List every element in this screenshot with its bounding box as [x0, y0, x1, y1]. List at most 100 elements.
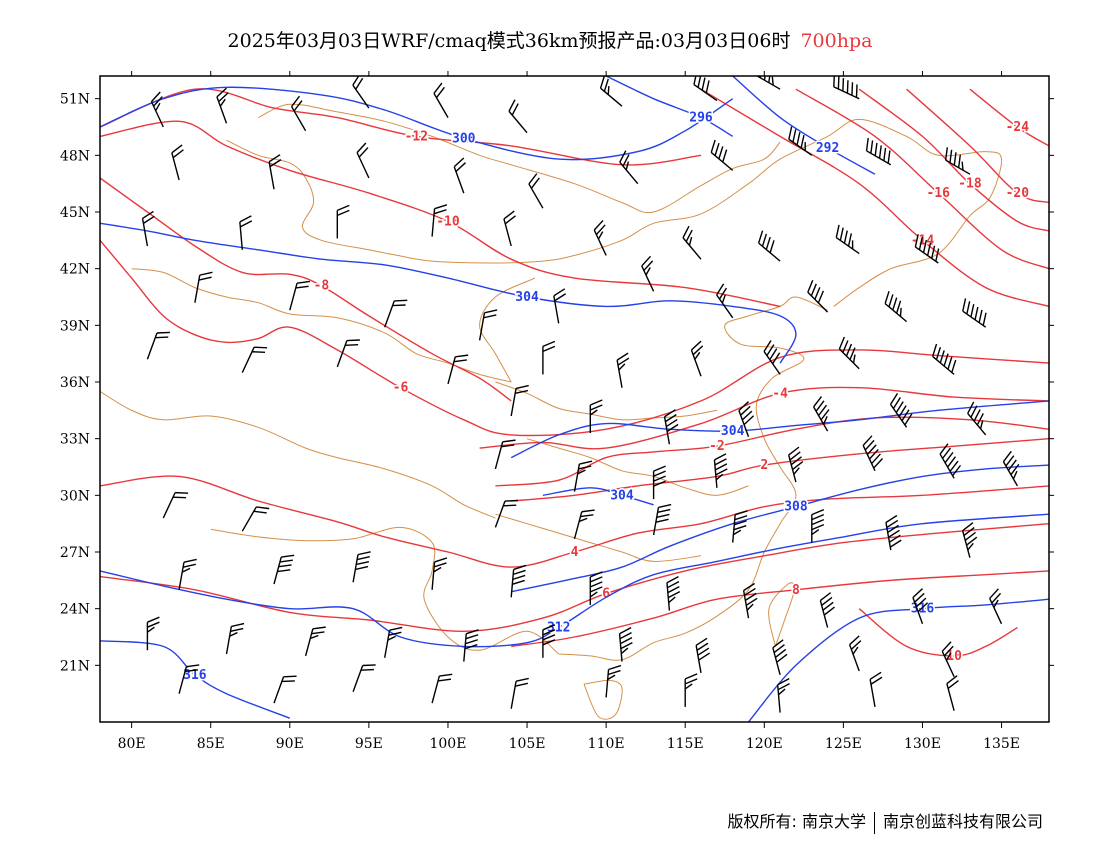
- lon-tick-label: 135E: [983, 736, 1020, 752]
- wind-barb: [967, 401, 987, 436]
- wind-barb: [494, 499, 518, 528]
- temperature-contour-label: -18: [958, 177, 982, 192]
- company-name: 南京创蓝科技有限公司: [882, 812, 1043, 831]
- wind-barb: [268, 154, 282, 190]
- height-contour-line: [605, 76, 734, 138]
- lon-tick-label: 85E: [197, 736, 225, 752]
- height-contours-layer: 300 296 292 304 304 304 308 312 316 316: [100, 76, 1049, 722]
- temperature-contour-line: [795, 88, 1049, 270]
- height-contour-line: [100, 86, 734, 161]
- wind-barb: [241, 506, 270, 532]
- wind-barb: [599, 76, 623, 107]
- temperature-contour-line: [100, 120, 781, 308]
- wind-barb: [889, 393, 913, 428]
- title-main: 2025年03月03日WRF/cmaq模式36km预报产品:03月03日06时: [227, 30, 791, 52]
- wind-barb: [146, 331, 170, 360]
- wind-barb: [962, 298, 987, 328]
- temperature-contour: -12: [100, 88, 702, 166]
- wind-barb: [510, 564, 527, 598]
- lon-tick-label: 95E: [355, 736, 383, 752]
- lon-tick-label: 90E: [276, 736, 304, 752]
- temperature-contour: -6: [100, 239, 1049, 437]
- temperature-contour-line: [100, 239, 1049, 437]
- wind-barb: [684, 673, 698, 707]
- temperature-contour: -24: [969, 88, 1049, 147]
- height-contour: 316: [100, 640, 291, 719]
- border-line: [583, 679, 623, 720]
- wind-barb: [573, 509, 595, 539]
- lon-tick-label: 115E: [667, 736, 704, 752]
- temperature-contour-label: 6: [602, 587, 610, 602]
- height-contour-line: [511, 464, 1049, 593]
- height-contour: 304: [510, 400, 1049, 459]
- lon-tick-label: 110E: [588, 736, 625, 752]
- height-contour-label: 304: [721, 424, 745, 439]
- temperature-contour: -10: [100, 120, 781, 308]
- wind-barb: [819, 592, 835, 628]
- wind-barb: [273, 675, 297, 704]
- lat-tick-label: 27N: [60, 545, 90, 561]
- lon-tick-label: 130E: [904, 736, 941, 752]
- wind-barb: [941, 641, 955, 677]
- wind-barb: [787, 446, 804, 483]
- title-level: 700hpa: [800, 30, 873, 52]
- map-plot-area: -12 -10 -8 -6 -4 -2 2 4 6 8 10 -14 -16 -18 -20 -24 300 2…: [100, 76, 1049, 722]
- height-contour: 304: [100, 222, 797, 364]
- wind-barb: [931, 343, 957, 375]
- temperature-contour-line: [700, 88, 1049, 308]
- wind-barb: [682, 225, 702, 260]
- wind-barb: [776, 678, 790, 713]
- wind-barb: [812, 396, 830, 432]
- height-contour: 308: [511, 464, 1049, 593]
- lat-tick-label: 33N: [60, 432, 90, 448]
- wind-barb: [862, 435, 884, 472]
- wind-barb: [807, 280, 829, 313]
- temperature-contour-label: -16: [927, 186, 951, 201]
- wind-barb: [763, 340, 781, 375]
- height-contour: 312: [100, 513, 1049, 648]
- temperature-contour: -20: [906, 88, 1049, 204]
- height-contour-label: 296: [689, 111, 713, 126]
- lon-tick-label: 125E: [825, 736, 862, 752]
- wind-barb: [239, 215, 253, 250]
- wind-barb: [216, 87, 229, 124]
- height-contour-label: 304: [515, 290, 539, 305]
- height-contour-label: 300: [452, 131, 476, 146]
- wind-barb: [616, 352, 630, 388]
- wind-barb: [573, 460, 593, 492]
- wind-barb: [833, 76, 860, 100]
- temperature-contour-line: [511, 438, 1049, 502]
- wind-barb: [162, 491, 189, 519]
- temperature-contour: 4: [100, 475, 1049, 568]
- wind-barb: [716, 283, 734, 319]
- wind-barb: [141, 210, 155, 247]
- wind-barb: [946, 675, 959, 711]
- temperature-contour-line: [969, 88, 1049, 147]
- temperature-contour-label: -12: [405, 129, 428, 144]
- wind-barb: [885, 514, 902, 551]
- lat-tick-label: 30N: [60, 488, 90, 504]
- wind-barb: [663, 409, 679, 445]
- temperature-contour: -8: [100, 177, 512, 402]
- border-line: [479, 277, 536, 383]
- temperature-contour-line: [858, 608, 1018, 657]
- lat-tick-label: 21N: [60, 658, 90, 674]
- wind-barb: [666, 576, 681, 611]
- height-contour-line: [100, 513, 1049, 648]
- wind-barb: [811, 508, 825, 543]
- temperature-contour-line: [100, 523, 1049, 633]
- footer-separator: [873, 811, 875, 834]
- wind-barb: [652, 465, 666, 500]
- wind-barb: [713, 453, 728, 488]
- temperature-contour: -18: [858, 88, 1049, 232]
- wind-barb: [289, 280, 311, 311]
- height-contour-label: 308: [784, 500, 808, 515]
- wind-barb: [431, 204, 448, 237]
- wind-barb: [463, 629, 479, 662]
- wind-barb: [710, 139, 734, 171]
- temperature-contour-label: -14: [911, 233, 935, 248]
- wind-barb: [352, 551, 371, 583]
- wind-barb: [336, 204, 350, 239]
- wind-barb: [178, 558, 197, 590]
